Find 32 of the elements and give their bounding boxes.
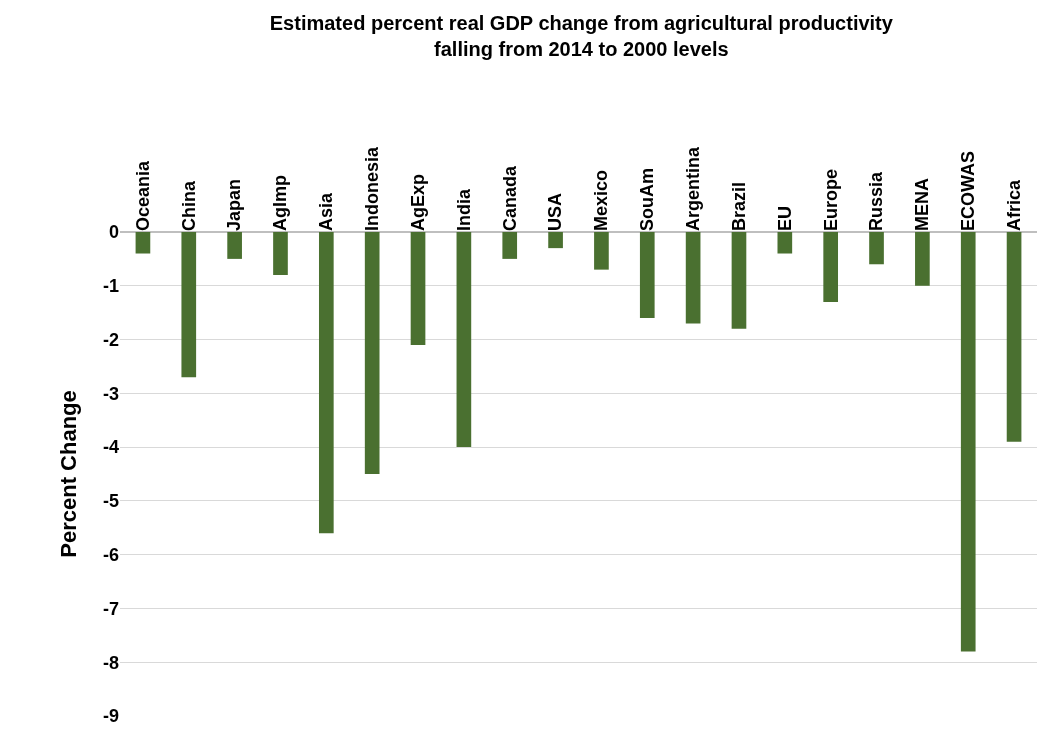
x-tick-label: AgImp — [270, 175, 291, 231]
x-tick-label: Japan — [224, 178, 245, 231]
x-tick-label: SouAm — [637, 168, 658, 231]
y-tick-label: 0 — [108, 222, 119, 243]
x-tick-label: Brazil — [728, 181, 749, 231]
x-tick-label: China — [178, 180, 199, 231]
y-tick-label: -5 — [102, 491, 119, 512]
y-tick-label: -1 — [102, 276, 119, 297]
x-tick-label: Indonesia — [362, 146, 383, 231]
chart-title: Estimated percent real GDP change from agricultural productivity falling from 2014 to 2000 levels — [269, 11, 894, 60]
y-tick-label: -9 — [102, 706, 119, 727]
x-tick-label: Mexico — [591, 169, 612, 231]
y-tick-label: -2 — [102, 329, 119, 350]
y-tick-label: -3 — [102, 383, 119, 404]
x-tick-label: AgExp — [407, 173, 428, 231]
x-tick-label: Russia — [866, 170, 887, 231]
x-tick-label: Europe — [820, 168, 841, 231]
x-tick-label: Africa — [1003, 178, 1024, 231]
x-tick-label: Asia — [316, 191, 337, 231]
x-tick-label: EU — [774, 205, 795, 231]
x-tick-label: ECOWAS — [958, 150, 979, 231]
x-tick-label: USA — [545, 192, 566, 231]
x-tick-label: Canada — [499, 164, 520, 231]
x-tick-label: India — [453, 188, 474, 231]
x-tick-label: Oceania — [132, 159, 153, 231]
y-tick-label: -7 — [102, 598, 119, 619]
y-tick-label: -4 — [102, 437, 119, 458]
y-tick-label: -8 — [102, 652, 119, 673]
y-tick-label: -6 — [102, 544, 119, 565]
y-axis-title: Percent Change — [55, 390, 81, 558]
x-tick-label: MENA — [912, 178, 933, 231]
x-tick-label: Argentina — [682, 146, 703, 231]
